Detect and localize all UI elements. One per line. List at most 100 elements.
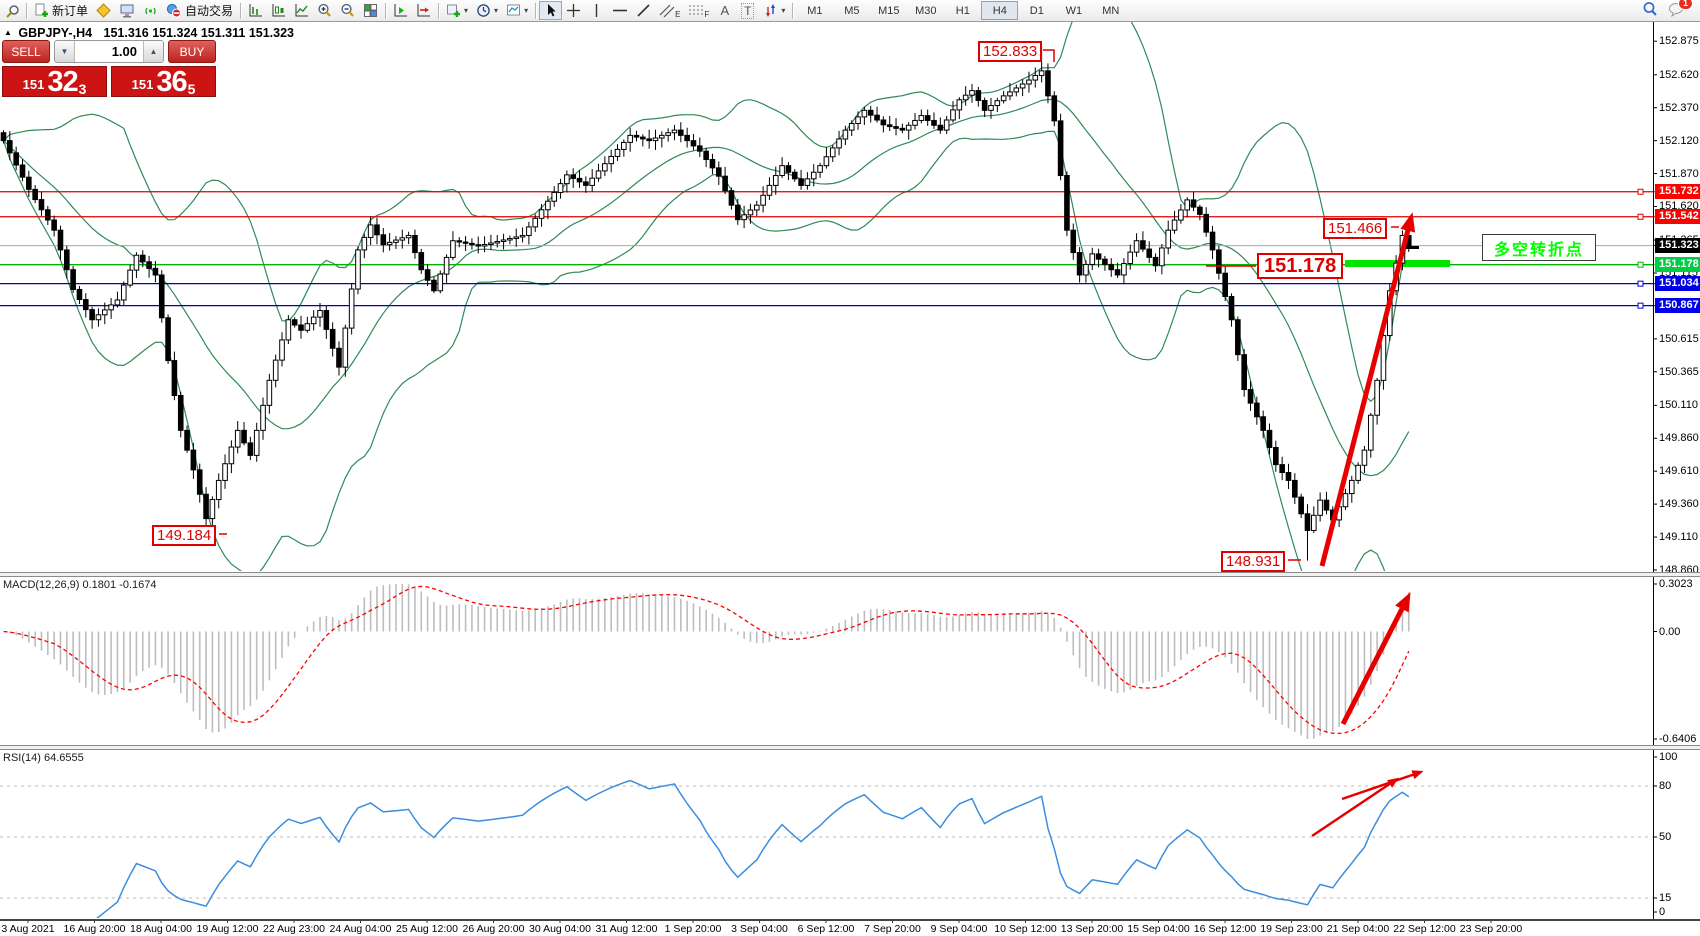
new-order-button[interactable]: 新订单 xyxy=(30,1,92,20)
price-tick-152.620: 152.620 xyxy=(1659,68,1699,81)
candle-body xyxy=(152,267,159,276)
tile-windows-button[interactable] xyxy=(359,1,382,20)
chart-shift-button[interactable] xyxy=(412,1,435,20)
level-handle[interactable] xyxy=(1637,188,1644,195)
chart-line-button[interactable] xyxy=(290,1,313,20)
hline-button[interactable] xyxy=(608,1,632,20)
zoom-out-button[interactable] xyxy=(336,1,359,20)
crosshair-button[interactable] xyxy=(562,1,585,20)
price-tick-152.120: 152.120 xyxy=(1659,134,1699,147)
add-indicator-button[interactable]: ▾ xyxy=(442,1,472,20)
buy-button[interactable]: BUY xyxy=(168,40,216,63)
pane-separator-rsi[interactable] xyxy=(0,745,1700,750)
macd-pane[interactable] xyxy=(3,584,1410,739)
text-button[interactable]: A xyxy=(713,1,736,20)
tab-h1[interactable]: H1 xyxy=(955,4,970,17)
level-handle[interactable] xyxy=(1637,280,1644,287)
candle-body xyxy=(576,177,583,183)
level-handle[interactable] xyxy=(1637,213,1644,220)
candle-body xyxy=(260,404,266,431)
chart-candles-button[interactable] xyxy=(267,1,290,20)
candle-body xyxy=(475,244,482,247)
price-callout-149.184[interactable]: 149.184 xyxy=(152,525,217,546)
tab-m15[interactable]: M15 xyxy=(878,4,900,17)
candle-body xyxy=(513,236,520,239)
main-pane[interactable] xyxy=(0,0,1653,629)
candle-body xyxy=(1070,229,1077,254)
candle-body xyxy=(924,115,931,121)
candle-body xyxy=(1083,263,1089,276)
macd-label: MACD(12,26,9) 0.1801 -0.1674 xyxy=(3,579,157,591)
price-callout-152.833[interactable]: 152.833 xyxy=(978,41,1043,62)
price-tick-151.870: 151.870 xyxy=(1659,167,1699,180)
zoom-in-button[interactable] xyxy=(313,1,336,20)
candle-body xyxy=(678,129,684,136)
red-arrow-4[interactable] xyxy=(1341,770,1424,801)
candle-body xyxy=(627,134,633,143)
level-handle[interactable] xyxy=(1637,302,1644,309)
tab-m5[interactable]: M5 xyxy=(844,4,860,17)
level-handle[interactable] xyxy=(1637,261,1644,268)
candle-body xyxy=(532,217,539,228)
buy-price-display[interactable]: 151 36 5 xyxy=(111,66,216,97)
time-label-16-Sep-12-00: 16 Sep 12:00 xyxy=(1193,923,1257,935)
candle-body xyxy=(57,229,64,251)
fibonacci-button[interactable]: F xyxy=(684,1,713,20)
red-arrow-3[interactable] xyxy=(1311,777,1399,838)
time-label-9-Sep-04-00: 9 Sep 04:00 xyxy=(930,923,988,935)
arrows-tool-button[interactable]: ▾ xyxy=(759,1,789,20)
volume-field[interactable]: 1.00 xyxy=(111,44,137,59)
tab-h4[interactable]: H4 xyxy=(981,1,1019,20)
candle-body xyxy=(665,132,671,136)
price-callout-151.178[interactable]: 151.178 xyxy=(1257,253,1344,279)
tab-w1[interactable]: W1 xyxy=(1065,4,1083,17)
candle-body xyxy=(1184,199,1191,211)
periods-button[interactable]: ▾ xyxy=(472,1,502,20)
volume-decrease-button[interactable]: ▼ xyxy=(55,41,75,62)
red-arrow-1[interactable] xyxy=(1319,212,1416,567)
price-callout-151.466[interactable]: 151.466 xyxy=(1323,218,1388,239)
tab-m1[interactable]: M1 xyxy=(807,4,823,17)
candle-body xyxy=(798,178,804,186)
autotrade-button[interactable]: 自动交易 xyxy=(162,1,237,20)
channel-button[interactable]: E xyxy=(655,1,684,20)
candle-body xyxy=(424,269,431,281)
cursor-button[interactable] xyxy=(539,1,563,20)
candle-body xyxy=(1304,513,1311,531)
tab-mn[interactable]: MN xyxy=(1102,4,1120,17)
vline-button[interactable] xyxy=(585,1,608,20)
pane-separator-macd[interactable] xyxy=(0,572,1700,577)
sell-button[interactable]: SELL xyxy=(2,40,50,63)
volume-increase-button[interactable]: ▲ xyxy=(143,41,163,62)
rsi-pane[interactable] xyxy=(0,779,1653,923)
equidistant-channel-icon xyxy=(659,4,675,18)
price-tick-150.365: 150.365 xyxy=(1659,365,1699,378)
macd-axis-0.00: 0.00 xyxy=(1659,625,1681,638)
auto-scroll-button[interactable] xyxy=(389,1,412,20)
candle-body xyxy=(241,429,247,444)
notifications-button[interactable]: 1 xyxy=(1668,0,1693,20)
signal-icon xyxy=(145,7,156,15)
chart-bars-button[interactable] xyxy=(244,1,267,20)
editor-button[interactable] xyxy=(115,1,139,20)
price-chip-151.732: 151.732 xyxy=(1655,184,1700,200)
sell-price-display[interactable]: 151 32 3 xyxy=(2,66,107,97)
time-label-22-Sep-12-00: 22 Sep 12:00 xyxy=(1393,923,1456,935)
annotation-textbox[interactable]: 多空转折点 xyxy=(1482,234,1596,261)
symbol-title: GBPJPY-,H4 xyxy=(18,26,93,40)
trendline-button[interactable] xyxy=(632,1,655,20)
red-arrow-2[interactable] xyxy=(1340,592,1411,726)
ticket-button[interactable] xyxy=(92,1,115,20)
text-label-button[interactable]: T xyxy=(736,1,759,20)
tab-m30[interactable]: M30 xyxy=(915,4,937,17)
tab-d1[interactable]: D1 xyxy=(1029,4,1044,17)
candle-body xyxy=(82,299,89,311)
price-callout-148.931[interactable]: 148.931 xyxy=(1221,551,1286,572)
candle-body xyxy=(1380,335,1387,381)
clipped-icon[interactable] xyxy=(0,1,23,20)
search-button[interactable] xyxy=(1642,1,1658,20)
templates-button[interactable]: ▾ xyxy=(502,1,532,20)
signal-button[interactable] xyxy=(139,1,162,20)
candle-body xyxy=(1367,414,1374,451)
